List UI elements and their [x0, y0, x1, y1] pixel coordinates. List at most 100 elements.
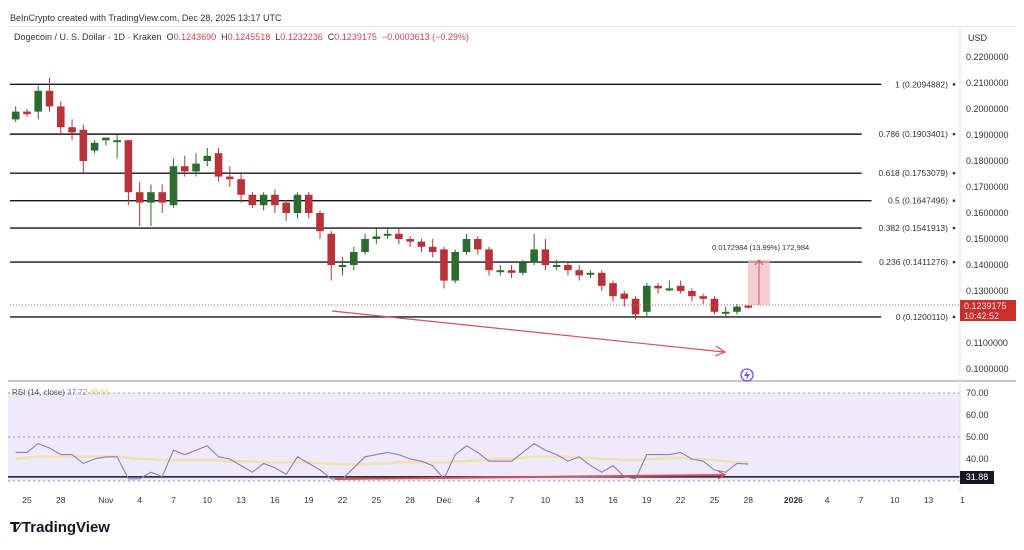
rsi-tick-label: 70.00 [966, 388, 989, 398]
measure-arrowhead [754, 259, 764, 266]
candle-body[interactable] [507, 270, 516, 273]
candle-body[interactable] [135, 192, 144, 203]
candle-body[interactable] [744, 305, 753, 308]
candle-body[interactable] [395, 233, 403, 239]
candle-body[interactable] [710, 298, 719, 312]
candle-body[interactable] [45, 90, 54, 107]
candle-body[interactable] [699, 296, 707, 299]
candle-body[interactable] [372, 236, 381, 239]
symbol-name[interactable]: Dogecoin / U. S. Dollar · 1D · Kraken [14, 32, 162, 42]
candle-body[interactable] [519, 262, 527, 273]
candle-body[interactable] [56, 106, 65, 128]
fib-level-dot [952, 199, 956, 202]
candle-body[interactable] [214, 153, 223, 177]
time-tick-label: 28 [405, 495, 415, 505]
rsi-legend[interactable]: RSI (14, close) 37.72 48.55 [12, 388, 109, 397]
candle-body[interactable] [34, 90, 43, 112]
time-tick-label: 25 [372, 495, 382, 505]
time-tick-label: 22 [338, 495, 348, 505]
rsi-value: 37.72 [67, 388, 88, 397]
candle-body[interactable] [541, 249, 550, 265]
price-tick-label: 0.1400000 [966, 260, 1009, 270]
candle-body[interactable] [79, 129, 88, 161]
candle-body[interactable] [530, 249, 538, 263]
candle-body[interactable] [620, 293, 629, 299]
candle-body[interactable] [338, 265, 347, 267]
fib-level-dot [952, 226, 956, 230]
candle-body[interactable] [90, 142, 99, 151]
candle-body[interactable] [721, 311, 730, 314]
fib-level-dot [952, 171, 956, 175]
candle-body[interactable] [169, 166, 178, 206]
fib-level-label: 0.382 (0.1541913) [879, 223, 949, 233]
lightning-icon[interactable] [740, 368, 754, 382]
candle-body[interactable] [597, 272, 606, 286]
candle-body[interactable] [654, 285, 662, 289]
candle-body[interactable] [417, 241, 426, 247]
candle-body[interactable] [158, 192, 167, 203]
candle-body[interactable] [462, 239, 471, 252]
candle-body[interactable] [440, 249, 448, 281]
candle-body[interactable] [304, 194, 313, 213]
fib-level-label: 0.236 (0.1411276) [879, 257, 948, 267]
rsi-trend-arrow[interactable] [334, 474, 725, 480]
candle-body[interactable] [361, 239, 369, 252]
candle-body[interactable] [23, 111, 31, 115]
rsi-tick-label: 50.00 [966, 432, 989, 442]
candle-body[interactable] [259, 194, 268, 206]
candle-body[interactable] [124, 140, 133, 193]
chart-frame [8, 26, 1016, 493]
candle-body[interactable] [643, 285, 651, 312]
candle-body[interactable] [665, 288, 674, 291]
candle-body[interactable] [485, 249, 493, 271]
candle-body[interactable] [237, 179, 245, 195]
price-tick-label: 0.1900000 [966, 130, 1009, 140]
candle-body[interactable] [564, 265, 572, 271]
candle-body[interactable] [733, 306, 741, 312]
fib-level-label: 1 (0.2094882) [895, 79, 948, 89]
time-tick-label: 28 [744, 495, 754, 505]
price-trend-arrow[interactable] [331, 310, 725, 353]
time-tick-label: 10 [890, 495, 900, 505]
price-tick-label: 0.1600000 [966, 208, 1009, 218]
candle-body[interactable] [248, 194, 257, 206]
tradingview-logo[interactable]: 𝗧⁄ TradingView [10, 519, 110, 536]
candle-body[interactable] [473, 239, 482, 250]
current-price: 0.1239175 [964, 301, 1007, 311]
candle-body[interactable] [102, 137, 110, 141]
fib-level-dot [952, 260, 956, 264]
candle-body[interactable] [575, 270, 583, 276]
tradingview-logo-icon: 𝗧⁄ [10, 519, 20, 535]
candle-body[interactable] [147, 192, 155, 203]
candle-body[interactable] [271, 194, 279, 206]
fib-level-dot [952, 132, 956, 136]
candle-body[interactable] [496, 270, 505, 273]
candle-body[interactable] [383, 233, 392, 236]
candle-body[interactable] [406, 239, 414, 242]
candle-body[interactable] [350, 252, 358, 265]
candle-body[interactable] [192, 163, 200, 172]
candle-body[interactable] [676, 285, 685, 291]
candle-body[interactable] [586, 272, 595, 275]
tradingview-logo-text: TradingView [21, 519, 110, 536]
candle-body[interactable] [451, 252, 460, 281]
candle-body[interactable] [688, 291, 696, 297]
candle-body[interactable] [316, 213, 324, 232]
candle-body[interactable] [609, 283, 617, 297]
candle-body[interactable] [282, 202, 290, 213]
candle-body[interactable] [68, 127, 76, 133]
candle-body[interactable] [428, 246, 437, 252]
candle-body[interactable] [293, 194, 302, 213]
candle-body[interactable] [180, 166, 189, 172]
candle-body[interactable] [203, 155, 212, 161]
change-value: −0.0003613 (−0.29%) [381, 32, 469, 42]
candle-body[interactable] [631, 298, 640, 315]
price-tick-label: 0.1500000 [966, 234, 1009, 244]
candle-body[interactable] [552, 265, 561, 267]
candle-body[interactable] [113, 140, 121, 143]
candle-body[interactable] [226, 176, 234, 180]
candle-body[interactable] [327, 233, 336, 265]
price-tick-label: 0.1300000 [966, 286, 1009, 296]
candle-body[interactable] [11, 111, 20, 120]
